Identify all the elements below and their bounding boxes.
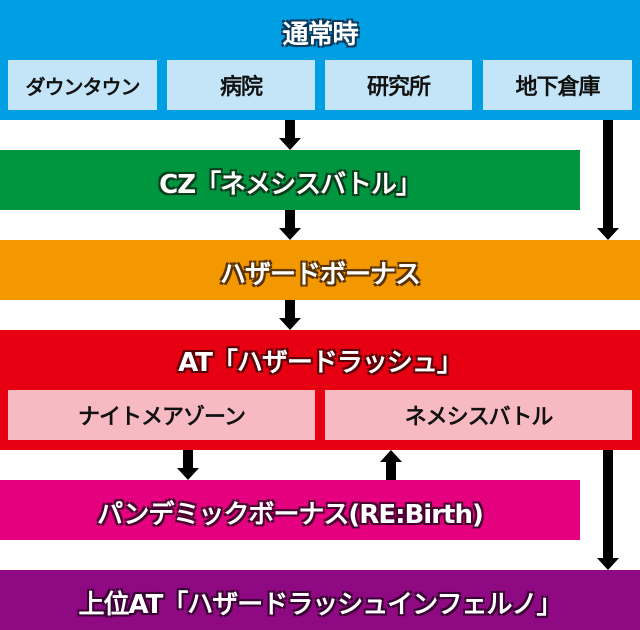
- upper-at-title: 上位AT「ハザードラッシュインフェルノ」: [78, 590, 562, 620]
- stage-basement: 地下倉庫: [483, 60, 632, 110]
- normal-mode-box: 通常時 ダウンタウン 病院 研究所 地下倉庫: [0, 0, 640, 120]
- at-title: AT「ハザードラッシュ」: [178, 348, 463, 378]
- hazard-bonus-title: ハザードボーナス: [219, 260, 421, 290]
- mode-nemesis-battle: ネメシスバトル: [325, 390, 632, 440]
- upper-at-box: 上位AT「ハザードラッシュインフェルノ」: [0, 570, 640, 630]
- normal-mode-title: 通常時: [282, 20, 358, 50]
- hazard-bonus-box: ハザードボーナス: [0, 240, 640, 300]
- stage-hospital: 病院: [167, 60, 315, 110]
- cz-box: CZ「ネメシスバトル」: [0, 150, 580, 210]
- cz-title: CZ「ネメシスバトル」: [159, 170, 422, 200]
- stage-laboratory: 研究所: [325, 60, 472, 110]
- pandemic-bonus-box: パンデミックボーナス(RE:Birth): [0, 480, 580, 540]
- stage-downtown: ダウンタウン: [8, 60, 157, 110]
- pandemic-bonus-title: パンデミックボーナス(RE:Birth): [97, 500, 484, 530]
- at-box: AT「ハザードラッシュ」 ナイトメアゾーン ネメシスバトル: [0, 330, 640, 450]
- mode-nightmare-zone: ナイトメアゾーン: [8, 390, 315, 440]
